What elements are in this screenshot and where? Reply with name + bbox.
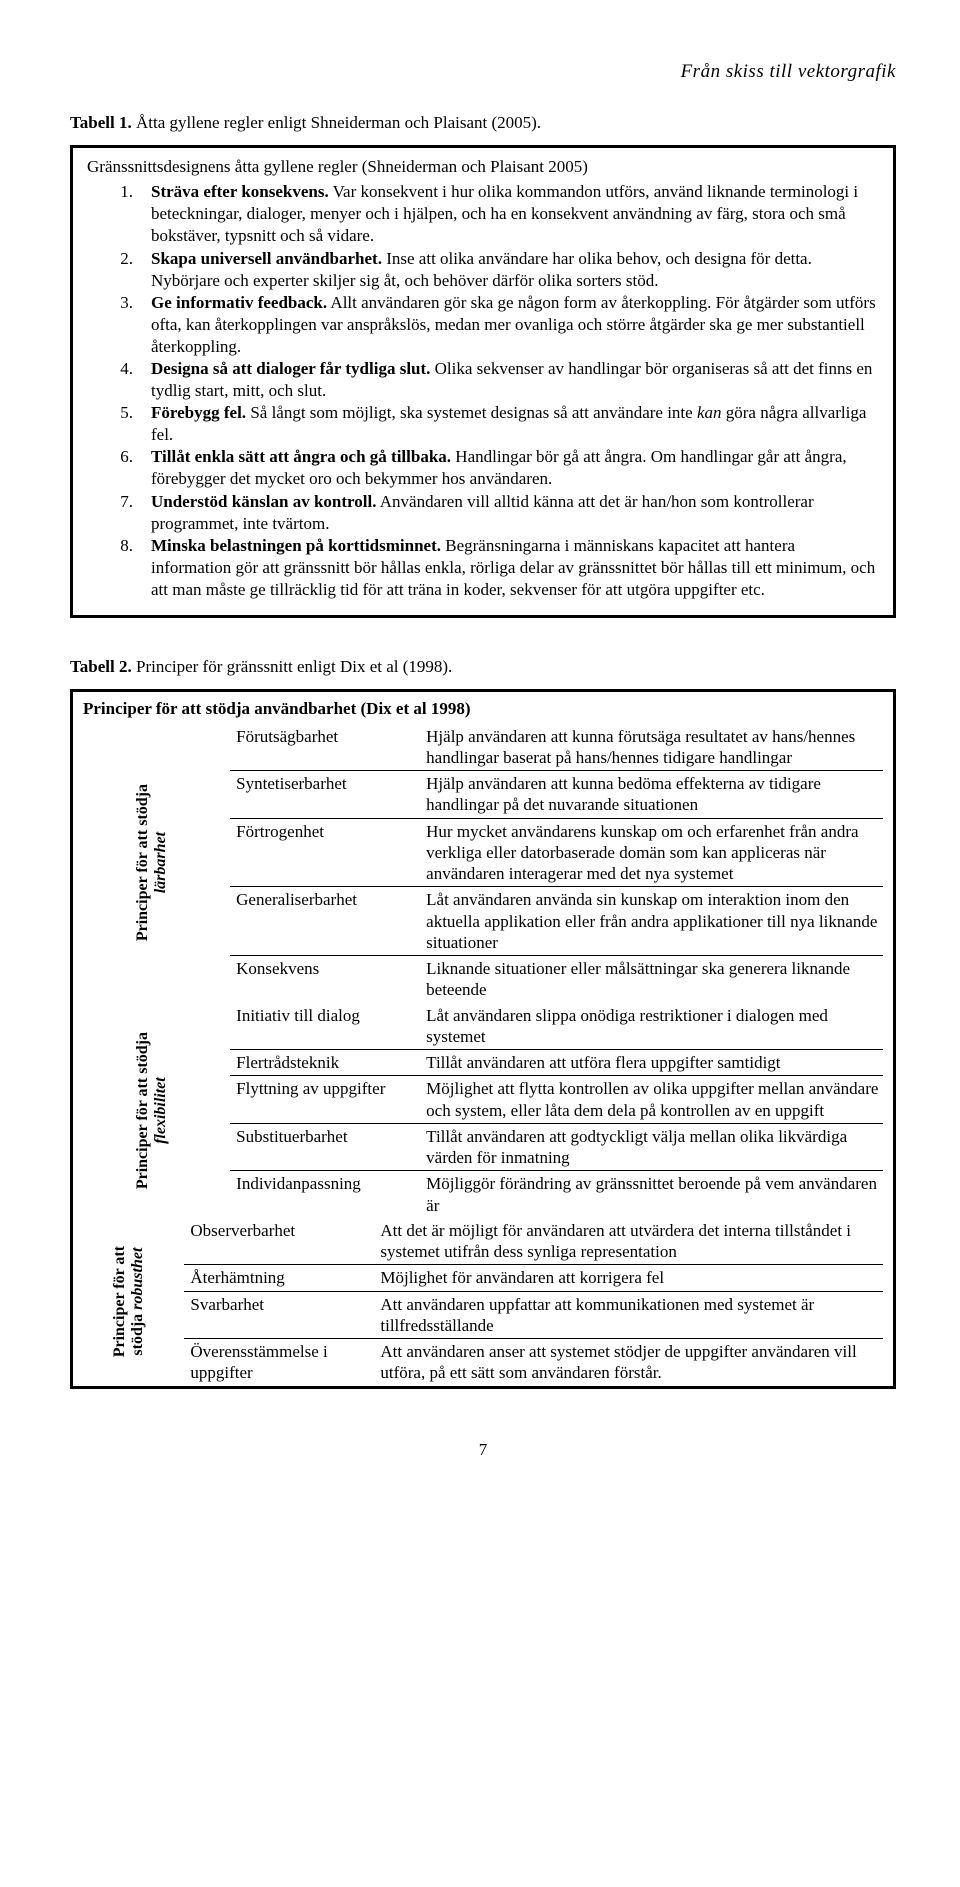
principle-term: Svarbarhet — [184, 1294, 380, 1337]
principle-row: Flyttning av uppgifterMöjlighet att flyt… — [230, 1076, 883, 1124]
table2-caption-rest: Principer för gränssnitt enligt Dix et a… — [132, 657, 453, 676]
principle-definition: Tillåt användaren att godtyckligt välja … — [426, 1126, 883, 1169]
page-number: 7 — [70, 1439, 896, 1460]
section-sidebar: Principer för att stödjalärbarhet — [73, 724, 230, 1003]
rule-number: 8. — [87, 535, 151, 601]
principle-definition: Hjälp användaren att kunna bedöma effekt… — [426, 773, 883, 816]
principle-term: Återhämtning — [184, 1267, 380, 1288]
principle-definition: Liknande situationer eller målsättningar… — [426, 958, 883, 1001]
principle-term: Initiativ till dialog — [230, 1005, 426, 1048]
table1-caption: Tabell 1. Åtta gyllene regler enligt Shn… — [70, 112, 896, 133]
principle-row: KonsekvensLiknande situationer eller mål… — [230, 956, 883, 1003]
table1-caption-lead: Tabell 1. — [70, 113, 132, 132]
rule-number: 2. — [87, 248, 151, 292]
rule-body: Förebygg fel. Så långt som möjligt, ska … — [151, 402, 879, 446]
principle-row: FlertrådsteknikTillåt användaren att utf… — [230, 1050, 883, 1076]
principle-section: Principer för attstödja robusthetObserve… — [73, 1218, 893, 1386]
table1-caption-rest: Åtta gyllene regler enligt Shneiderman o… — [132, 113, 541, 132]
principle-definition: Möjlighet att flytta kontrollen av olika… — [426, 1078, 883, 1121]
principle-term: Generaliserbarhet — [230, 889, 426, 953]
rule-item: 6.Tillåt enkla sätt att ångra och gå til… — [87, 446, 879, 490]
principle-term: Förtrogenhet — [230, 821, 426, 885]
rule-body: Ge informativ feedback. Allt användaren … — [151, 292, 879, 358]
rule-body: Minska belastningen på korttidsminnet. B… — [151, 535, 879, 601]
rule-body: Sträva efter konsekvens. Var konsekvent … — [151, 181, 879, 247]
principle-row: FörutsägbarhetHjälp användaren att kunna… — [230, 724, 883, 772]
rule-item: 2.Skapa universell användbarhet. Inse at… — [87, 248, 879, 292]
principle-definition: Att användaren anser att systemet stödje… — [380, 1341, 883, 1384]
principle-row: SvarbarhetAtt användaren uppfattar att k… — [184, 1292, 883, 1340]
rule-item: 5.Förebygg fel. Så långt som möjligt, sk… — [87, 402, 879, 446]
rule-item: 3.Ge informativ feedback. Allt användare… — [87, 292, 879, 358]
rule-body: Tillåt enkla sätt att ångra och gå tillb… — [151, 446, 879, 490]
principle-definition: Låt användaren slippa onödiga restriktio… — [426, 1005, 883, 1048]
table1-box: Gränssnittsdesignens åtta gyllene regler… — [70, 145, 896, 618]
rule-number: 1. — [87, 181, 151, 247]
principle-row: ObserverbarhetAtt det är möjligt för anv… — [184, 1218, 883, 1266]
section-rows: ObserverbarhetAtt det är möjligt för anv… — [184, 1218, 893, 1386]
rules-list: 1.Sträva efter konsekvens. Var konsekven… — [87, 181, 879, 601]
table2-title: Principer för att stödja användbarhet (D… — [73, 692, 893, 723]
principle-section: Principer för att stödjaflexibilitetInit… — [73, 1003, 893, 1218]
rule-number: 7. — [87, 491, 151, 535]
principle-row: ÅterhämtningMöjlighet för användaren att… — [184, 1265, 883, 1291]
section-sidebar: Principer för attstödja robusthet — [73, 1218, 184, 1386]
principle-row: SubstituerbarhetTillåt användaren att go… — [230, 1124, 883, 1172]
table2-caption-lead: Tabell 2. — [70, 657, 132, 676]
section-rows: Initiativ till dialogLåt användaren slip… — [230, 1003, 893, 1218]
principle-term: Flertrådsteknik — [230, 1052, 426, 1073]
principle-definition: Hjälp användaren att kunna förutsäga res… — [426, 726, 883, 769]
table1-subtitle: Gränssnittsdesignens åtta gyllene regler… — [87, 156, 879, 177]
principle-definition: Tillåt användaren att utföra flera uppgi… — [426, 1052, 883, 1073]
principle-row: Initiativ till dialogLåt användaren slip… — [230, 1003, 883, 1051]
table2-sections: Principer för att stödjalärbarhetFörutsä… — [73, 724, 893, 1386]
rule-item: 8.Minska belastningen på korttidsminnet.… — [87, 535, 879, 601]
section-rows: FörutsägbarhetHjälp användaren att kunna… — [230, 724, 893, 1003]
section-sidebar: Principer för att stödjaflexibilitet — [73, 1003, 230, 1218]
rule-body: Skapa universell användbarhet. Inse att … — [151, 248, 879, 292]
principle-definition: Låt användaren använda sin kunskap om in… — [426, 889, 883, 953]
table2-box: Principer för att stödja användbarhet (D… — [70, 689, 896, 1388]
rule-number: 5. — [87, 402, 151, 446]
rule-item: 7.Understöd känslan av kontroll. Använda… — [87, 491, 879, 535]
principle-row: GeneraliserbarhetLåt användaren använda … — [230, 887, 883, 956]
principle-term: Flyttning av uppgifter — [230, 1078, 426, 1121]
rule-body: Understöd känslan av kontroll. Användare… — [151, 491, 879, 535]
principle-term: Substituerbarhet — [230, 1126, 426, 1169]
principle-definition: Möjliggör förändring av gränssnittet ber… — [426, 1173, 883, 1216]
rule-number: 3. — [87, 292, 151, 358]
rule-number: 4. — [87, 358, 151, 402]
principle-definition: Att användaren uppfattar att kommunikati… — [380, 1294, 883, 1337]
principle-row: SyntetiserbarhetHjälp användaren att kun… — [230, 771, 883, 819]
principle-term: Syntetiserbarhet — [230, 773, 426, 816]
rule-number: 6. — [87, 446, 151, 490]
principle-term: Konsekvens — [230, 958, 426, 1001]
rule-item: 1.Sträva efter konsekvens. Var konsekven… — [87, 181, 879, 247]
principle-row: FörtrogenhetHur mycket användarens kunsk… — [230, 819, 883, 888]
principle-term: Överensstämmelse i uppgifter — [184, 1341, 380, 1384]
running-header: Från skiss till vektorgrafik — [70, 60, 896, 84]
table2-caption: Tabell 2. Principer för gränssnitt enlig… — [70, 656, 896, 677]
rule-item: 4.Designa så att dialoger får tydliga sl… — [87, 358, 879, 402]
principle-definition: Möjlighet för användaren att korrigera f… — [380, 1267, 883, 1288]
principle-definition: Hur mycket användarens kunskap om och er… — [426, 821, 883, 885]
principle-term: Observerbarhet — [184, 1220, 380, 1263]
principle-term: Individanpassning — [230, 1173, 426, 1216]
principle-term: Förutsägbarhet — [230, 726, 426, 769]
rule-body: Designa så att dialoger får tydliga slut… — [151, 358, 879, 402]
principle-row: Överensstämmelse i uppgifterAtt användar… — [184, 1339, 883, 1386]
principle-section: Principer för att stödjalärbarhetFörutsä… — [73, 724, 893, 1003]
principle-definition: Att det är möjligt för användaren att ut… — [380, 1220, 883, 1263]
principle-row: IndividanpassningMöjliggör förändring av… — [230, 1171, 883, 1218]
